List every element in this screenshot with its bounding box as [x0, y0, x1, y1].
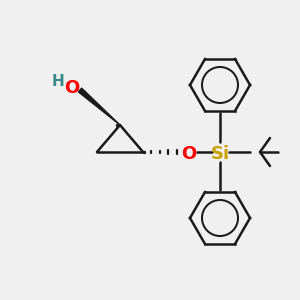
- Text: O: O: [182, 145, 196, 163]
- Text: O: O: [64, 79, 80, 97]
- Text: Si: Si: [210, 145, 230, 163]
- Text: H: H: [52, 74, 64, 89]
- Polygon shape: [78, 88, 120, 125]
